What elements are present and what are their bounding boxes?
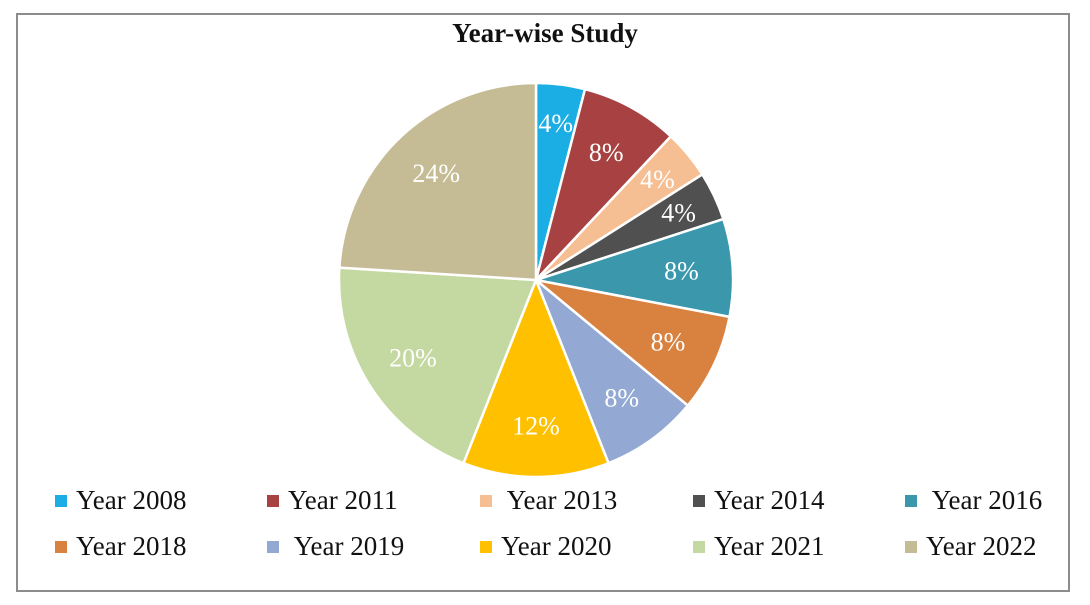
pie-slice-year-2018 (535, 278, 731, 408)
pie-slice-year-2022 (338, 81, 538, 282)
data-label-year-2018: 8% (651, 328, 686, 357)
data-label-year-2021: 20% (389, 344, 437, 373)
pie-slice-year-2016 (535, 217, 735, 319)
data-label-year-2019: 8% (604, 383, 639, 412)
data-label-year-2013: 4% (640, 165, 675, 194)
data-label-year-2008: 4% (538, 109, 573, 138)
pie-slice-year-2019 (534, 279, 690, 465)
pie-slice-year-2021 (337, 266, 538, 465)
data-label-year-2016: 8% (664, 256, 699, 285)
data-label-year-2011: 8% (589, 138, 624, 167)
pie-slice-year-2011 (534, 87, 673, 281)
chart-title: Year-wise Study (452, 18, 638, 48)
data-label-year-2022: 24% (412, 159, 460, 188)
data-label-year-2020: 12% (512, 411, 560, 440)
pie-slice-year-2020 (461, 276, 611, 479)
data-label-year-2014: 4% (661, 198, 696, 227)
